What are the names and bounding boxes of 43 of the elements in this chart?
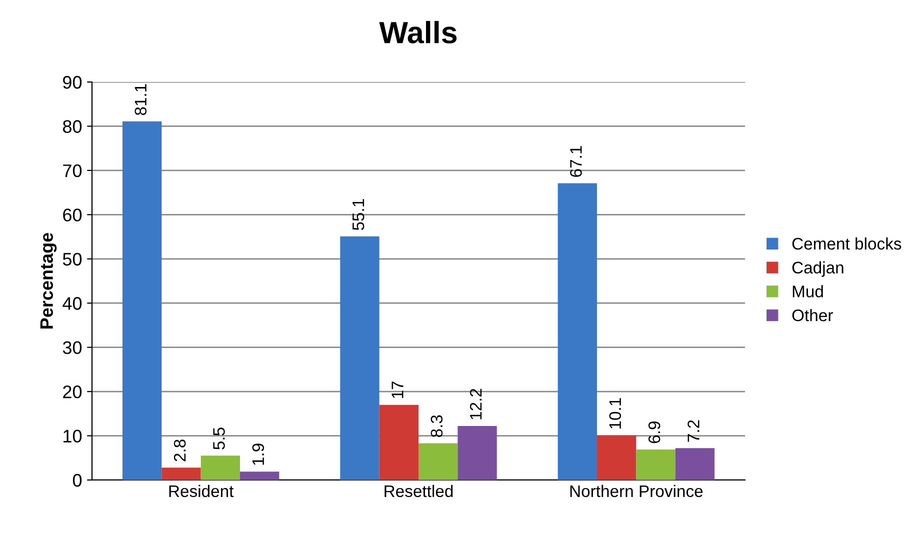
y-tick-label: 40 [62,297,82,310]
data-label: 5.5 [213,428,225,450]
y-tick-label: 30 [62,341,82,354]
data-label: 7.2 [688,420,700,442]
x-tick-label: Northern Province [570,484,703,498]
bar [379,404,418,480]
bar [340,236,380,480]
legend-label: Cement blocks [792,237,902,250]
data-label: 67.1 [570,146,582,177]
data-label: 10.1 [609,398,622,429]
data-label: 1.9 [252,444,264,465]
data-label: 81.1 [134,84,147,116]
bar [418,443,458,480]
data-label: 6.9 [648,422,660,444]
bar [558,183,597,480]
bar [240,472,280,480]
y-tick-label: 20 [63,385,82,398]
legend-label: Mud [792,285,823,298]
x-tick-label: Resident [169,484,234,498]
chart-title: Walls [379,20,457,44]
legend-label: Cadjan [792,261,844,277]
bar [122,121,162,480]
x-tick-label: Resettled [384,484,453,498]
data-label: 17 [392,382,404,398]
bar [596,435,636,480]
y-tick-label: 50 [62,252,82,266]
bar [675,448,715,480]
bar [458,426,497,480]
data-label: 12.2 [470,388,482,420]
y-tick-label: 10 [64,430,82,442]
y-axis-title: Percentage [40,232,57,328]
y-tick-label: 60 [63,208,82,222]
y-tick-label: 0 [72,474,82,487]
legend-label: Other [792,309,833,322]
bar [636,449,676,480]
y-tick-label: 90 [63,76,82,89]
bar [162,468,201,480]
data-label: 8.3 [430,415,443,438]
y-tick-label: 80 [62,120,82,133]
data-label: 2.8 [174,440,186,462]
bar [200,456,240,480]
data-label: 55.1 [352,199,364,230]
y-tick-label: 70 [63,164,82,178]
